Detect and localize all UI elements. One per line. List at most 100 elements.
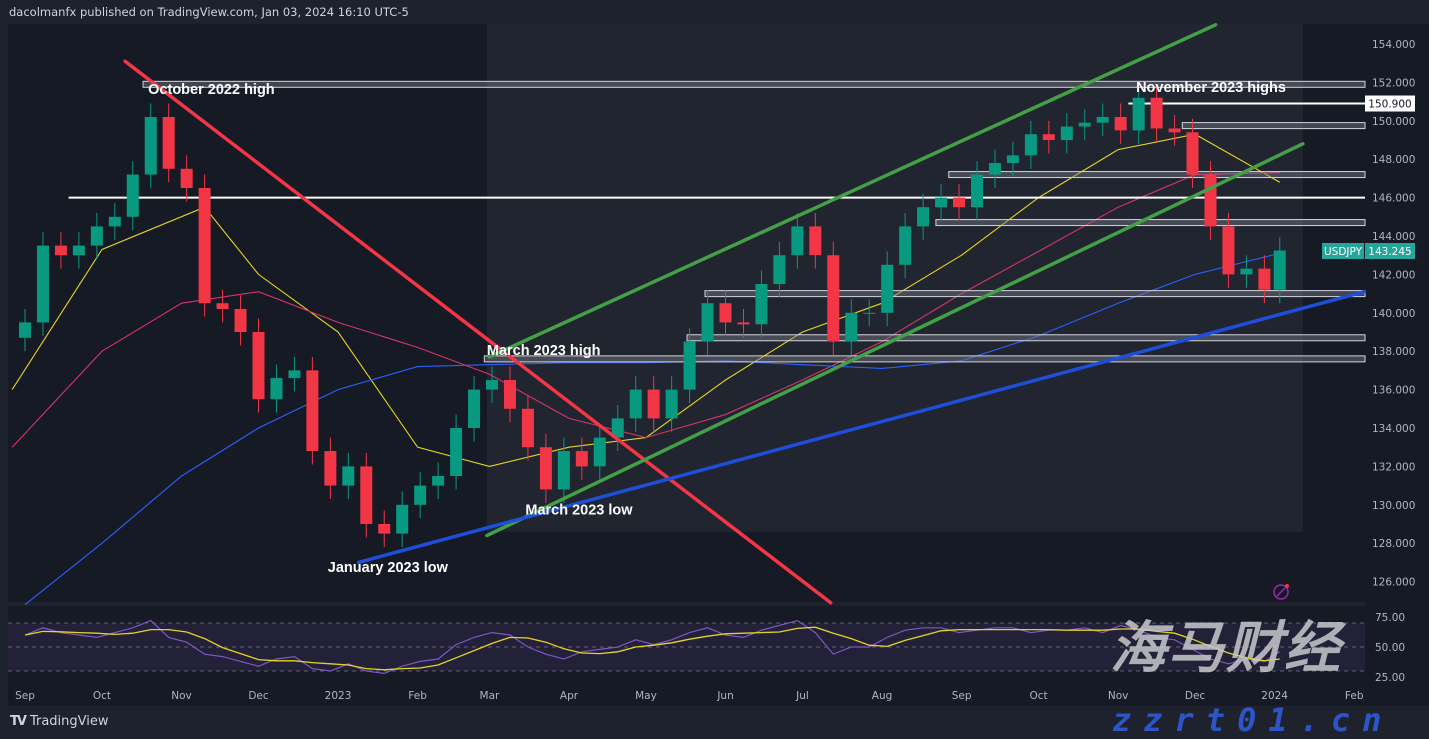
candle-2023-02-16 bbox=[450, 428, 463, 476]
candle-2023-08-10 bbox=[899, 226, 912, 265]
price-tick: 148.000 bbox=[1372, 154, 1415, 166]
downtrend-trendline bbox=[123, 59, 833, 605]
time-tick: Oct bbox=[93, 690, 111, 702]
price-tick: 130.000 bbox=[1372, 500, 1415, 512]
candle-2023-10-26 bbox=[1096, 116, 1109, 123]
candle-2023-06-29 bbox=[791, 226, 804, 256]
candle-2023-07-13 bbox=[827, 255, 840, 342]
candle-2023-09-28 bbox=[1024, 134, 1037, 156]
candle-2023-11-09 bbox=[1132, 97, 1145, 131]
candle-2023-05-11 bbox=[665, 389, 678, 419]
candle-2022-10-20 bbox=[144, 116, 157, 175]
candle-2022-10-06 bbox=[108, 216, 121, 227]
candle-2023-06-15 bbox=[755, 284, 768, 325]
ma200-line bbox=[24, 252, 1280, 606]
time-tick: Jul bbox=[795, 690, 809, 702]
candle-2023-07-06 bbox=[809, 226, 822, 256]
alert-icon[interactable] bbox=[1273, 584, 1289, 600]
candle-2023-03-23 bbox=[539, 447, 552, 490]
candle-2023-12-21 bbox=[1240, 268, 1253, 275]
candle-2023-03-30 bbox=[557, 451, 570, 490]
candle-2023-01-19 bbox=[378, 524, 391, 534]
candle-2023-04-27 bbox=[629, 389, 642, 419]
support-resistance-zone bbox=[948, 171, 1366, 179]
price-tick: 152.000 bbox=[1372, 77, 1415, 89]
price-axis[interactable] bbox=[1365, 24, 1429, 684]
candle-2023-01-12 bbox=[360, 466, 373, 524]
time-tick: Apr bbox=[560, 690, 579, 702]
channel-trendline bbox=[485, 142, 1305, 538]
time-tick: 2024 bbox=[1261, 690, 1288, 702]
rsi-tick: 25.00 bbox=[1375, 672, 1405, 684]
level-price-tag bbox=[1365, 95, 1415, 112]
candle-2023-02-09 bbox=[432, 476, 445, 486]
candle-2023-06-22 bbox=[773, 255, 786, 284]
last-price-tag bbox=[1365, 243, 1415, 259]
candle-2022-09-22 bbox=[72, 245, 85, 256]
annotation-label: October 2022 high bbox=[148, 82, 275, 98]
rsi-tick: 50.00 bbox=[1375, 642, 1405, 654]
support-resistance-zone bbox=[483, 355, 1366, 363]
time-tick: Jun bbox=[716, 690, 733, 702]
price-tick: 138.000 bbox=[1372, 346, 1415, 358]
candle-2023-11-30 bbox=[1186, 132, 1199, 175]
candle-2022-10-13 bbox=[126, 174, 139, 217]
candle-2023-03-09 bbox=[503, 380, 516, 409]
candle-2022-11-03 bbox=[180, 168, 193, 188]
candle-2023-09-14 bbox=[988, 163, 1001, 175]
watermark-site: zzrt01.cn bbox=[1112, 701, 1394, 739]
level-price-label: 150.900 bbox=[1368, 99, 1411, 111]
annotation-label: March 2023 high bbox=[487, 343, 601, 359]
candle-2022-12-08 bbox=[270, 378, 283, 400]
candle-2023-09-07 bbox=[970, 174, 983, 208]
time-tick: Feb bbox=[408, 690, 427, 702]
price-tick: 136.000 bbox=[1372, 385, 1415, 397]
time-tick: Aug bbox=[872, 690, 893, 702]
price-tick: 154.000 bbox=[1372, 39, 1415, 51]
candle-2022-11-10 bbox=[198, 188, 211, 304]
candle-2022-09-08 bbox=[36, 245, 49, 323]
time-tick: Feb bbox=[1345, 690, 1364, 702]
candle-2023-10-05 bbox=[1042, 134, 1055, 140]
candle-2023-07-20 bbox=[845, 312, 858, 342]
candle-2023-04-13 bbox=[593, 437, 606, 467]
candle-2023-11-16 bbox=[1150, 97, 1163, 129]
candle-2022-09-15 bbox=[54, 245, 67, 256]
candle-2023-02-23 bbox=[468, 389, 481, 428]
tradingview-logo-icon: TV bbox=[10, 714, 27, 729]
candle-2023-06-01 bbox=[719, 303, 732, 323]
candle-2023-04-06 bbox=[575, 451, 588, 467]
price-tick: 126.000 bbox=[1372, 577, 1415, 589]
annotation-label: November 2023 highs bbox=[1136, 80, 1286, 96]
time-tick: Mar bbox=[480, 690, 500, 702]
support-resistance-zone bbox=[686, 334, 1366, 342]
candle-2023-08-17 bbox=[917, 207, 930, 227]
brand-name: TradingView bbox=[29, 714, 109, 729]
candle-2023-12-28 bbox=[1258, 268, 1271, 290]
candle-2023-11-02 bbox=[1114, 116, 1127, 131]
ma100-line bbox=[11, 172, 1280, 448]
support-resistance-zone bbox=[704, 290, 1366, 298]
publisher-info: dacolmanfx published on TradingView.com,… bbox=[9, 5, 409, 19]
candle-2023-01-26 bbox=[396, 504, 409, 534]
candle-2023-08-24 bbox=[935, 197, 948, 208]
candle-2023-11-23 bbox=[1168, 128, 1181, 133]
price-tick: 128.000 bbox=[1372, 538, 1415, 550]
time-axis[interactable] bbox=[8, 684, 1429, 706]
candle-2023-05-18 bbox=[683, 341, 696, 390]
candle-2023-03-16 bbox=[521, 408, 534, 448]
watermark-cn: 海马财经 bbox=[1110, 616, 1342, 681]
candle-2024-01-03 bbox=[1273, 250, 1286, 290]
symbol-tag bbox=[1322, 243, 1364, 259]
tradingview-brand[interactable]: TV TradingView bbox=[10, 714, 108, 729]
candle-2023-09-21 bbox=[1006, 155, 1019, 164]
candle-2022-12-29 bbox=[324, 451, 337, 486]
candle-2023-08-31 bbox=[953, 197, 966, 208]
candle-2022-10-27 bbox=[162, 116, 175, 169]
time-tick: Nov bbox=[171, 690, 192, 702]
candle-2023-06-08 bbox=[737, 322, 750, 325]
candle-2022-09-01 bbox=[19, 322, 31, 338]
candle-2023-12-07 bbox=[1204, 174, 1217, 227]
annotation-label: March 2023 low bbox=[525, 502, 633, 518]
